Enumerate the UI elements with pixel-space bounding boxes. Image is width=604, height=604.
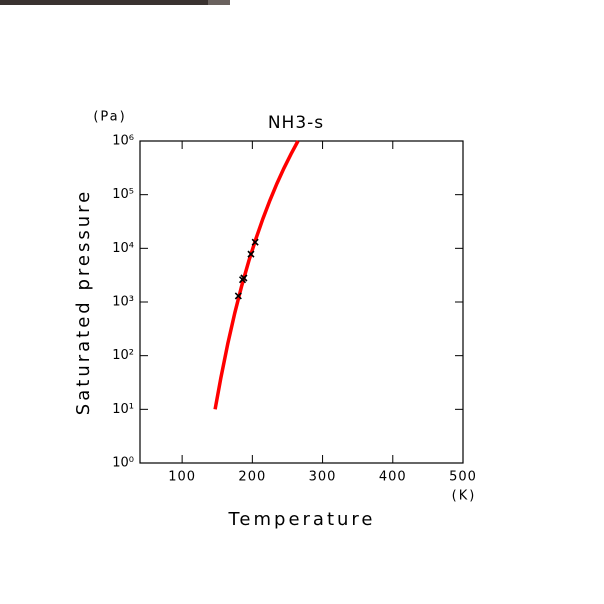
y-tick-label: 10³ [112,295,134,310]
y-tick-label: 10⁴ [112,241,134,256]
y-tick-label: 10⁰ [112,456,134,471]
y-tick-label: 10¹ [112,402,134,417]
data-point [251,238,259,246]
x-tick-label: 500 [449,470,477,485]
y-tick-label: 10⁶ [112,134,134,149]
y-tick-label: 10² [112,348,134,363]
plot-frame [139,140,464,464]
data-point [247,250,255,258]
y-tick-label: 10⁵ [112,187,134,202]
x-unit: (K) [452,489,477,504]
x-tick-label: 400 [379,470,407,485]
x-tick-label: 100 [168,470,196,485]
window-bar-button [208,0,230,5]
window-bar [0,0,230,5]
x-tick-label: 300 [309,470,337,485]
y-unit: (Pa) [93,110,126,125]
x-tick-label: 200 [238,470,266,485]
curve [213,140,300,410]
y-axis-label: Saturated pressure [73,189,94,415]
chart-title: NH3-s [268,113,324,133]
data-point [240,274,248,282]
data-point [234,292,242,300]
x-axis-label: Temperature [227,509,375,530]
